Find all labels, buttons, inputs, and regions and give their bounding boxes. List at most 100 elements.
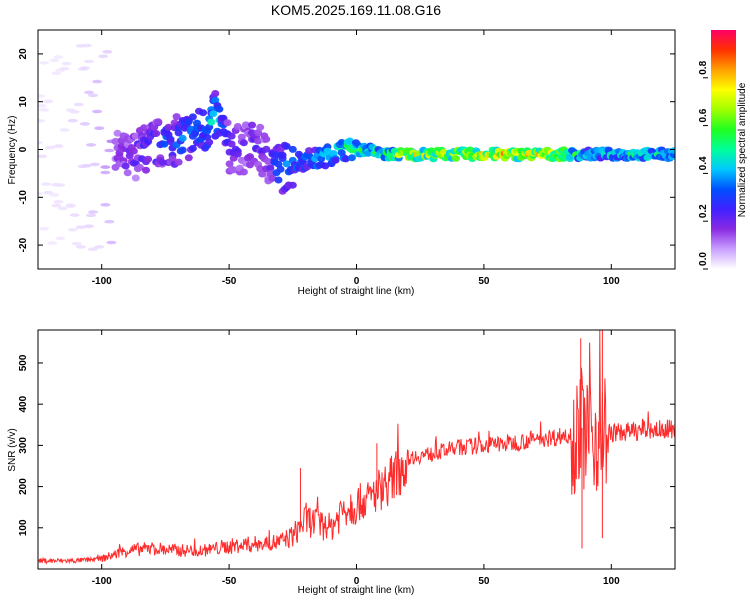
spectral-blob <box>98 54 109 59</box>
spectral-blob <box>38 192 43 196</box>
spectral-blob <box>84 59 94 64</box>
snr-series-line <box>38 330 675 565</box>
spectral-blob <box>51 71 62 75</box>
snr-x-ticks: -100 -50 0 50 100 <box>92 330 620 587</box>
spectral-blob <box>43 190 54 195</box>
spectral-blob <box>223 119 232 127</box>
colorbar-tick-label: 0.4 <box>698 156 709 170</box>
spectral-blob <box>225 160 234 168</box>
spectral-blob <box>233 150 242 158</box>
spectral-blob <box>305 147 314 155</box>
spectral-blob <box>39 61 50 65</box>
spectral-blob <box>121 162 130 170</box>
spectral-blob <box>643 154 652 161</box>
spectral-blob <box>199 109 208 117</box>
spectral-blob <box>331 156 340 164</box>
spectral-blob <box>144 155 153 163</box>
spectral-blob <box>45 145 56 150</box>
spectral-blob <box>92 109 103 114</box>
spectral-blob <box>188 144 197 152</box>
spectral-blob <box>215 105 224 113</box>
spectral-blob <box>53 55 64 59</box>
snr-x-label: Height of straight line (km) <box>298 585 415 596</box>
spectral-blob <box>39 108 50 112</box>
spectral-blob <box>86 143 96 147</box>
colorbar-tick-label: 0.2 <box>698 204 709 218</box>
spectral-blob <box>104 148 115 153</box>
spectral-blob <box>341 155 350 163</box>
spectral-blob <box>142 166 150 174</box>
spectral-blob <box>305 152 314 160</box>
spectral-blob <box>174 129 183 137</box>
spectral-blob <box>191 130 199 138</box>
spectral-blob <box>73 102 84 107</box>
spectral-blob <box>166 138 175 146</box>
spectral-blob <box>38 94 45 98</box>
spectral-blob <box>266 164 275 172</box>
spectral-blob <box>282 160 291 168</box>
y-tick-label: 200 <box>18 478 29 495</box>
spectral-blob <box>123 169 132 177</box>
colorbar-ramp <box>711 30 736 269</box>
spectral-blob <box>59 66 70 71</box>
spectral-blob <box>451 155 460 162</box>
spectral-blob <box>168 155 177 163</box>
spectral-blob <box>90 162 101 167</box>
spectral-blob <box>84 90 94 95</box>
spectral-blob <box>211 90 220 97</box>
spectral-blob <box>69 213 80 217</box>
spectral-blob <box>125 152 134 160</box>
snr-y-ticks: 100 200 300 400 500 <box>18 354 675 536</box>
spectral-blob <box>100 203 111 207</box>
spectral-blob <box>53 144 64 148</box>
spectral-blob <box>566 153 574 160</box>
spectral-blob <box>65 203 76 207</box>
y-tick-label: 400 <box>18 395 29 412</box>
spectral-blob <box>38 119 45 123</box>
y-tick-label: 10 <box>18 96 29 108</box>
spectral-blob <box>81 163 92 168</box>
x-tick-label: 50 <box>478 576 490 587</box>
spectral-blob <box>79 66 90 70</box>
y-tick-label: -10 <box>18 190 29 205</box>
spectral-blob <box>41 182 52 186</box>
spectral-blob <box>278 151 287 159</box>
spectral-blob <box>100 165 111 169</box>
spectral-blob <box>254 137 263 145</box>
spectral-blob <box>47 241 58 245</box>
spectral-blob <box>184 154 193 162</box>
spectral-blob <box>205 138 214 146</box>
colorbar: 0.0 0.2 0.4 0.6 0.8 Normalized spectral ampl… <box>698 30 748 270</box>
x-tick-label: 50 <box>478 276 490 287</box>
spectral-blob <box>55 183 66 187</box>
spectral-blob <box>211 96 220 104</box>
spectral-blob <box>94 245 105 249</box>
spectral-blob <box>81 43 92 48</box>
x-tick-label: -50 <box>222 276 237 287</box>
spectral-blob <box>154 118 163 126</box>
spectral-blob <box>227 132 236 140</box>
spectral-blob <box>59 128 70 132</box>
spectral-blob <box>106 240 117 245</box>
spectral-blob <box>67 118 78 123</box>
x-tick-label: 0 <box>354 576 360 587</box>
spectral-blob <box>75 245 86 249</box>
x-tick-label: 100 <box>603 276 620 287</box>
spectral-blob <box>178 134 187 142</box>
colorbar-label: Normalized spectral amplitude <box>737 82 748 217</box>
snr-panel: -100 -50 0 50 100 100 200 300 400 500 Height of … <box>7 329 676 596</box>
snr-y-label: SNR (v/v) <box>7 428 18 471</box>
spectral-blob <box>241 121 250 129</box>
spectral-blob <box>229 166 238 174</box>
spectral-blob <box>88 210 98 214</box>
figure-title: KOM5.2025.169.11.08.G16 <box>271 2 441 18</box>
spectral-blob <box>51 203 62 208</box>
spectral-blob <box>53 200 64 204</box>
spectral-blob <box>347 154 356 162</box>
spectral-blob <box>233 123 242 130</box>
spectral-blob <box>239 168 248 176</box>
spectral-blob <box>38 154 48 159</box>
spectral-blob <box>209 110 218 118</box>
spectrogram-heatmap <box>38 43 675 251</box>
